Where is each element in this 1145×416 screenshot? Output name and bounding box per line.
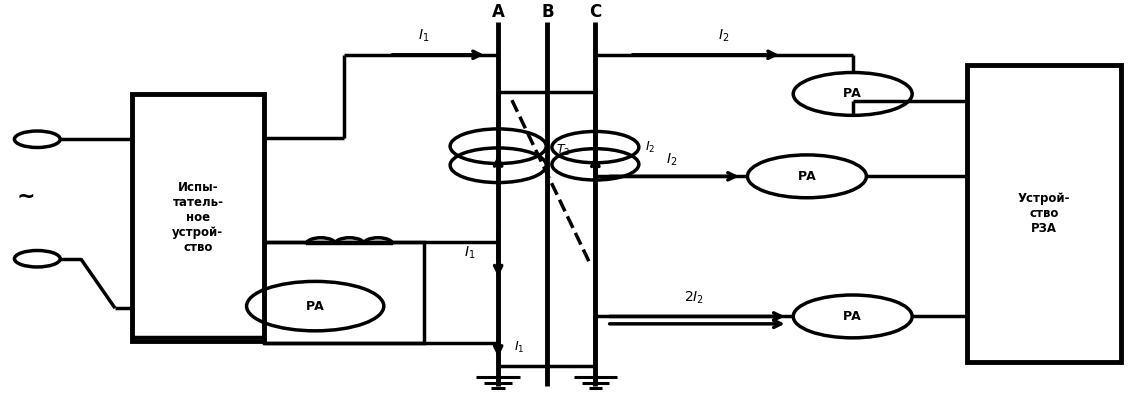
Text: C: C (590, 2, 601, 20)
Text: РА: РА (306, 300, 324, 312)
Text: A: A (491, 2, 505, 20)
Text: $I_1$: $I_1$ (464, 244, 475, 261)
Text: Устрой-
ство
РЗА: Устрой- ство РЗА (1018, 192, 1071, 235)
Text: $T_2$: $T_2$ (556, 143, 570, 158)
Text: РА: РА (844, 310, 862, 323)
Text: $I_2$: $I_2$ (665, 152, 677, 168)
Text: РА: РА (798, 170, 816, 183)
Text: $I_2$: $I_2$ (718, 28, 729, 45)
Text: ~: ~ (16, 187, 35, 207)
Text: $I_1$: $I_1$ (514, 340, 524, 355)
Text: $I_1$: $I_1$ (418, 28, 429, 45)
Text: B: B (542, 2, 554, 20)
Text: РА: РА (844, 87, 862, 100)
Text: $2I_2$: $2I_2$ (685, 290, 704, 306)
Text: $I_2$: $I_2$ (645, 140, 655, 155)
Text: Испы-
татель-
ное
устрой-
ство: Испы- татель- ное устрой- ство (173, 181, 223, 254)
